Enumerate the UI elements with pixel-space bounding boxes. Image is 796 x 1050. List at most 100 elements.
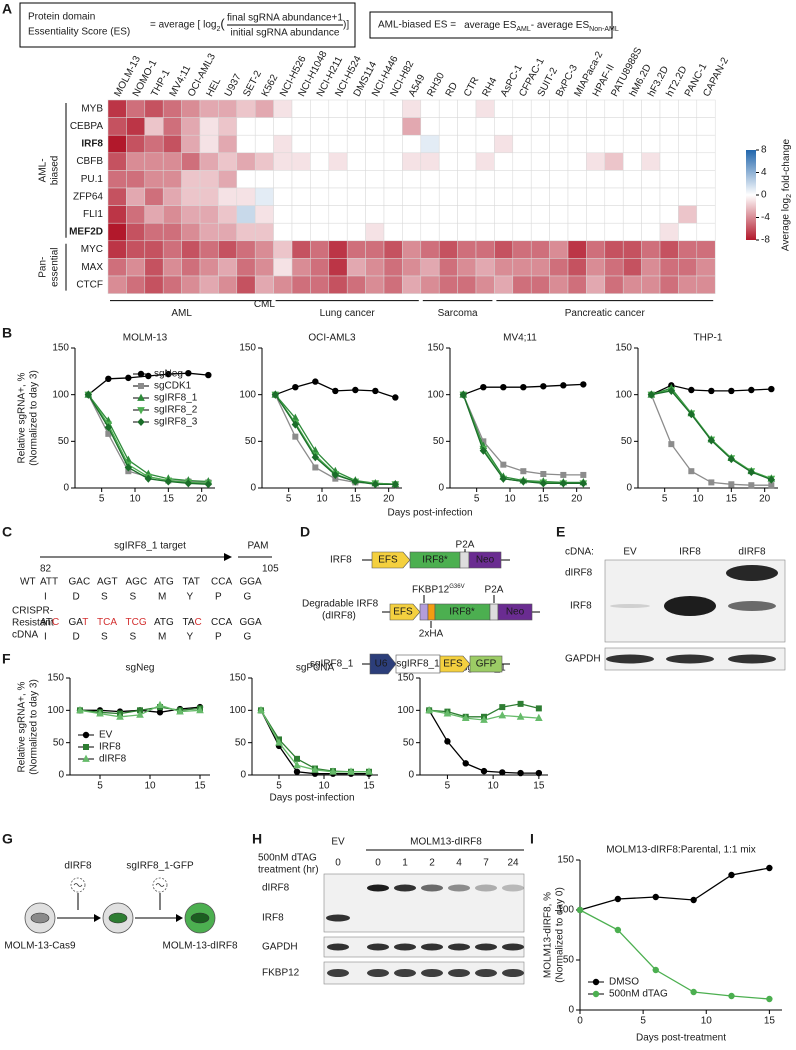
- position-label: 105: [262, 564, 279, 575]
- heatmap-cell: [659, 240, 679, 259]
- row-label: IRF8: [81, 139, 103, 150]
- codon-segment: C: [195, 617, 202, 628]
- heatmap-cell: [162, 275, 182, 294]
- blot-band: [502, 884, 524, 892]
- heatmap-cell: [549, 99, 569, 118]
- blot-band: [421, 884, 443, 892]
- heatmap-cell: [457, 240, 477, 259]
- blot-header: treatment (hr): [258, 865, 319, 876]
- column-group-label: Pancreatic cancer: [565, 308, 646, 319]
- colorbar-tick-label: -8: [761, 235, 770, 246]
- y-tick-label: 0: [63, 483, 69, 494]
- heatmap-cell: [512, 240, 532, 259]
- heatmap-cell: [622, 152, 642, 171]
- marker: [576, 906, 584, 914]
- heatmap-cell: [678, 275, 698, 294]
- heatmap-cell: [346, 205, 366, 224]
- heatmap-cell: [144, 170, 164, 189]
- marker: [708, 387, 715, 395]
- heatmap-cell: [144, 187, 164, 206]
- y-tick-label: 150: [52, 343, 69, 354]
- heatmap-cell: [530, 222, 550, 242]
- heatmap-cell: [549, 275, 569, 294]
- heatmap-cell: [107, 205, 127, 224]
- heatmap-cell: [126, 152, 146, 171]
- heatmap-cell: [475, 275, 495, 294]
- formula-text: = average [ log2(: [150, 16, 225, 32]
- heatmap-cell: [107, 222, 127, 242]
- heatmap-cell: [567, 205, 587, 224]
- heatmap-cell: [402, 99, 422, 118]
- heatmap-cell: [420, 258, 440, 277]
- heatmap-cell: [291, 99, 311, 118]
- heatmap-cell: [328, 187, 348, 206]
- heatmap-cell: [402, 205, 422, 224]
- heatmap-cell: [512, 275, 532, 294]
- amino-acid: S: [101, 632, 108, 643]
- column-label: CTR: [462, 75, 481, 98]
- column-group-label: AML: [171, 308, 192, 319]
- heatmap-cell: [530, 240, 550, 259]
- heatmap-cell: [530, 134, 550, 154]
- u6-promoter: [369, 653, 397, 675]
- element-label: EFS: [393, 607, 413, 618]
- heatmap-cell: [236, 170, 256, 189]
- diagram-label: MOLM-13-Cas9: [4, 941, 76, 952]
- heatmap-cell: [457, 222, 477, 242]
- y-tick-label: 50: [58, 436, 70, 447]
- x-tick-label: 15: [163, 494, 175, 505]
- heatmap-cell: [236, 134, 256, 154]
- blot-band: [502, 943, 524, 951]
- heatmap-cell: [494, 240, 514, 259]
- heatmap-cell: [365, 152, 385, 171]
- marker: [332, 387, 339, 395]
- efs-promoter: [389, 603, 421, 621]
- heatmap-cell: [696, 187, 716, 206]
- blot-band: [327, 943, 349, 951]
- marker: [560, 382, 567, 389]
- heatmap-cell: [438, 170, 458, 189]
- heatmap-cell: [475, 240, 495, 259]
- heatmap-cell: [696, 134, 716, 154]
- heatmap-cell: [659, 117, 679, 136]
- y-tick-label: 150: [239, 343, 256, 354]
- heatmap-cell: [678, 205, 698, 224]
- marker: [176, 707, 184, 715]
- heatmap-cell: [218, 187, 238, 206]
- lane-label: IRF8: [679, 547, 701, 558]
- codon: GGA: [240, 577, 263, 588]
- heatmap-cell: [641, 152, 661, 171]
- amino-acid: I: [44, 592, 47, 603]
- marker: [728, 992, 735, 1000]
- marker: [766, 995, 773, 1003]
- blot-band: [475, 884, 497, 892]
- y-tick-label: 50: [403, 737, 415, 748]
- row-label: MYB: [81, 103, 103, 114]
- marker: [461, 713, 470, 721]
- column-label: RH4: [480, 75, 499, 98]
- heatmap-cell: [346, 187, 366, 206]
- marker: [540, 471, 547, 477]
- marker: [372, 387, 379, 395]
- blot-band: [728, 601, 776, 611]
- marker: [535, 769, 543, 777]
- y-axis-label: (Normalized to day 0): [555, 887, 566, 983]
- heatmap-cell: [236, 258, 256, 277]
- element-label: EFS: [443, 659, 463, 670]
- chart-title: MV4;11: [503, 333, 537, 344]
- row-label: CEBPA: [70, 121, 103, 132]
- heatmap-cell: [218, 117, 238, 136]
- heatmap-cell: [604, 187, 624, 206]
- blot-band: [327, 969, 349, 977]
- heatmap-cell: [126, 117, 146, 136]
- x-tick-label: 15: [538, 494, 550, 505]
- heatmap-cell: [420, 117, 440, 136]
- legend-label: dIRF8: [99, 754, 127, 765]
- heatmap-cell: [678, 117, 698, 136]
- heatmap-cell: [659, 99, 679, 118]
- x-tick-label: 20: [383, 494, 395, 505]
- heatmap-cell: [365, 134, 385, 154]
- series-line: [462, 394, 584, 476]
- heatmap-cell: [641, 134, 661, 154]
- x-tick-label: 5: [640, 1016, 646, 1027]
